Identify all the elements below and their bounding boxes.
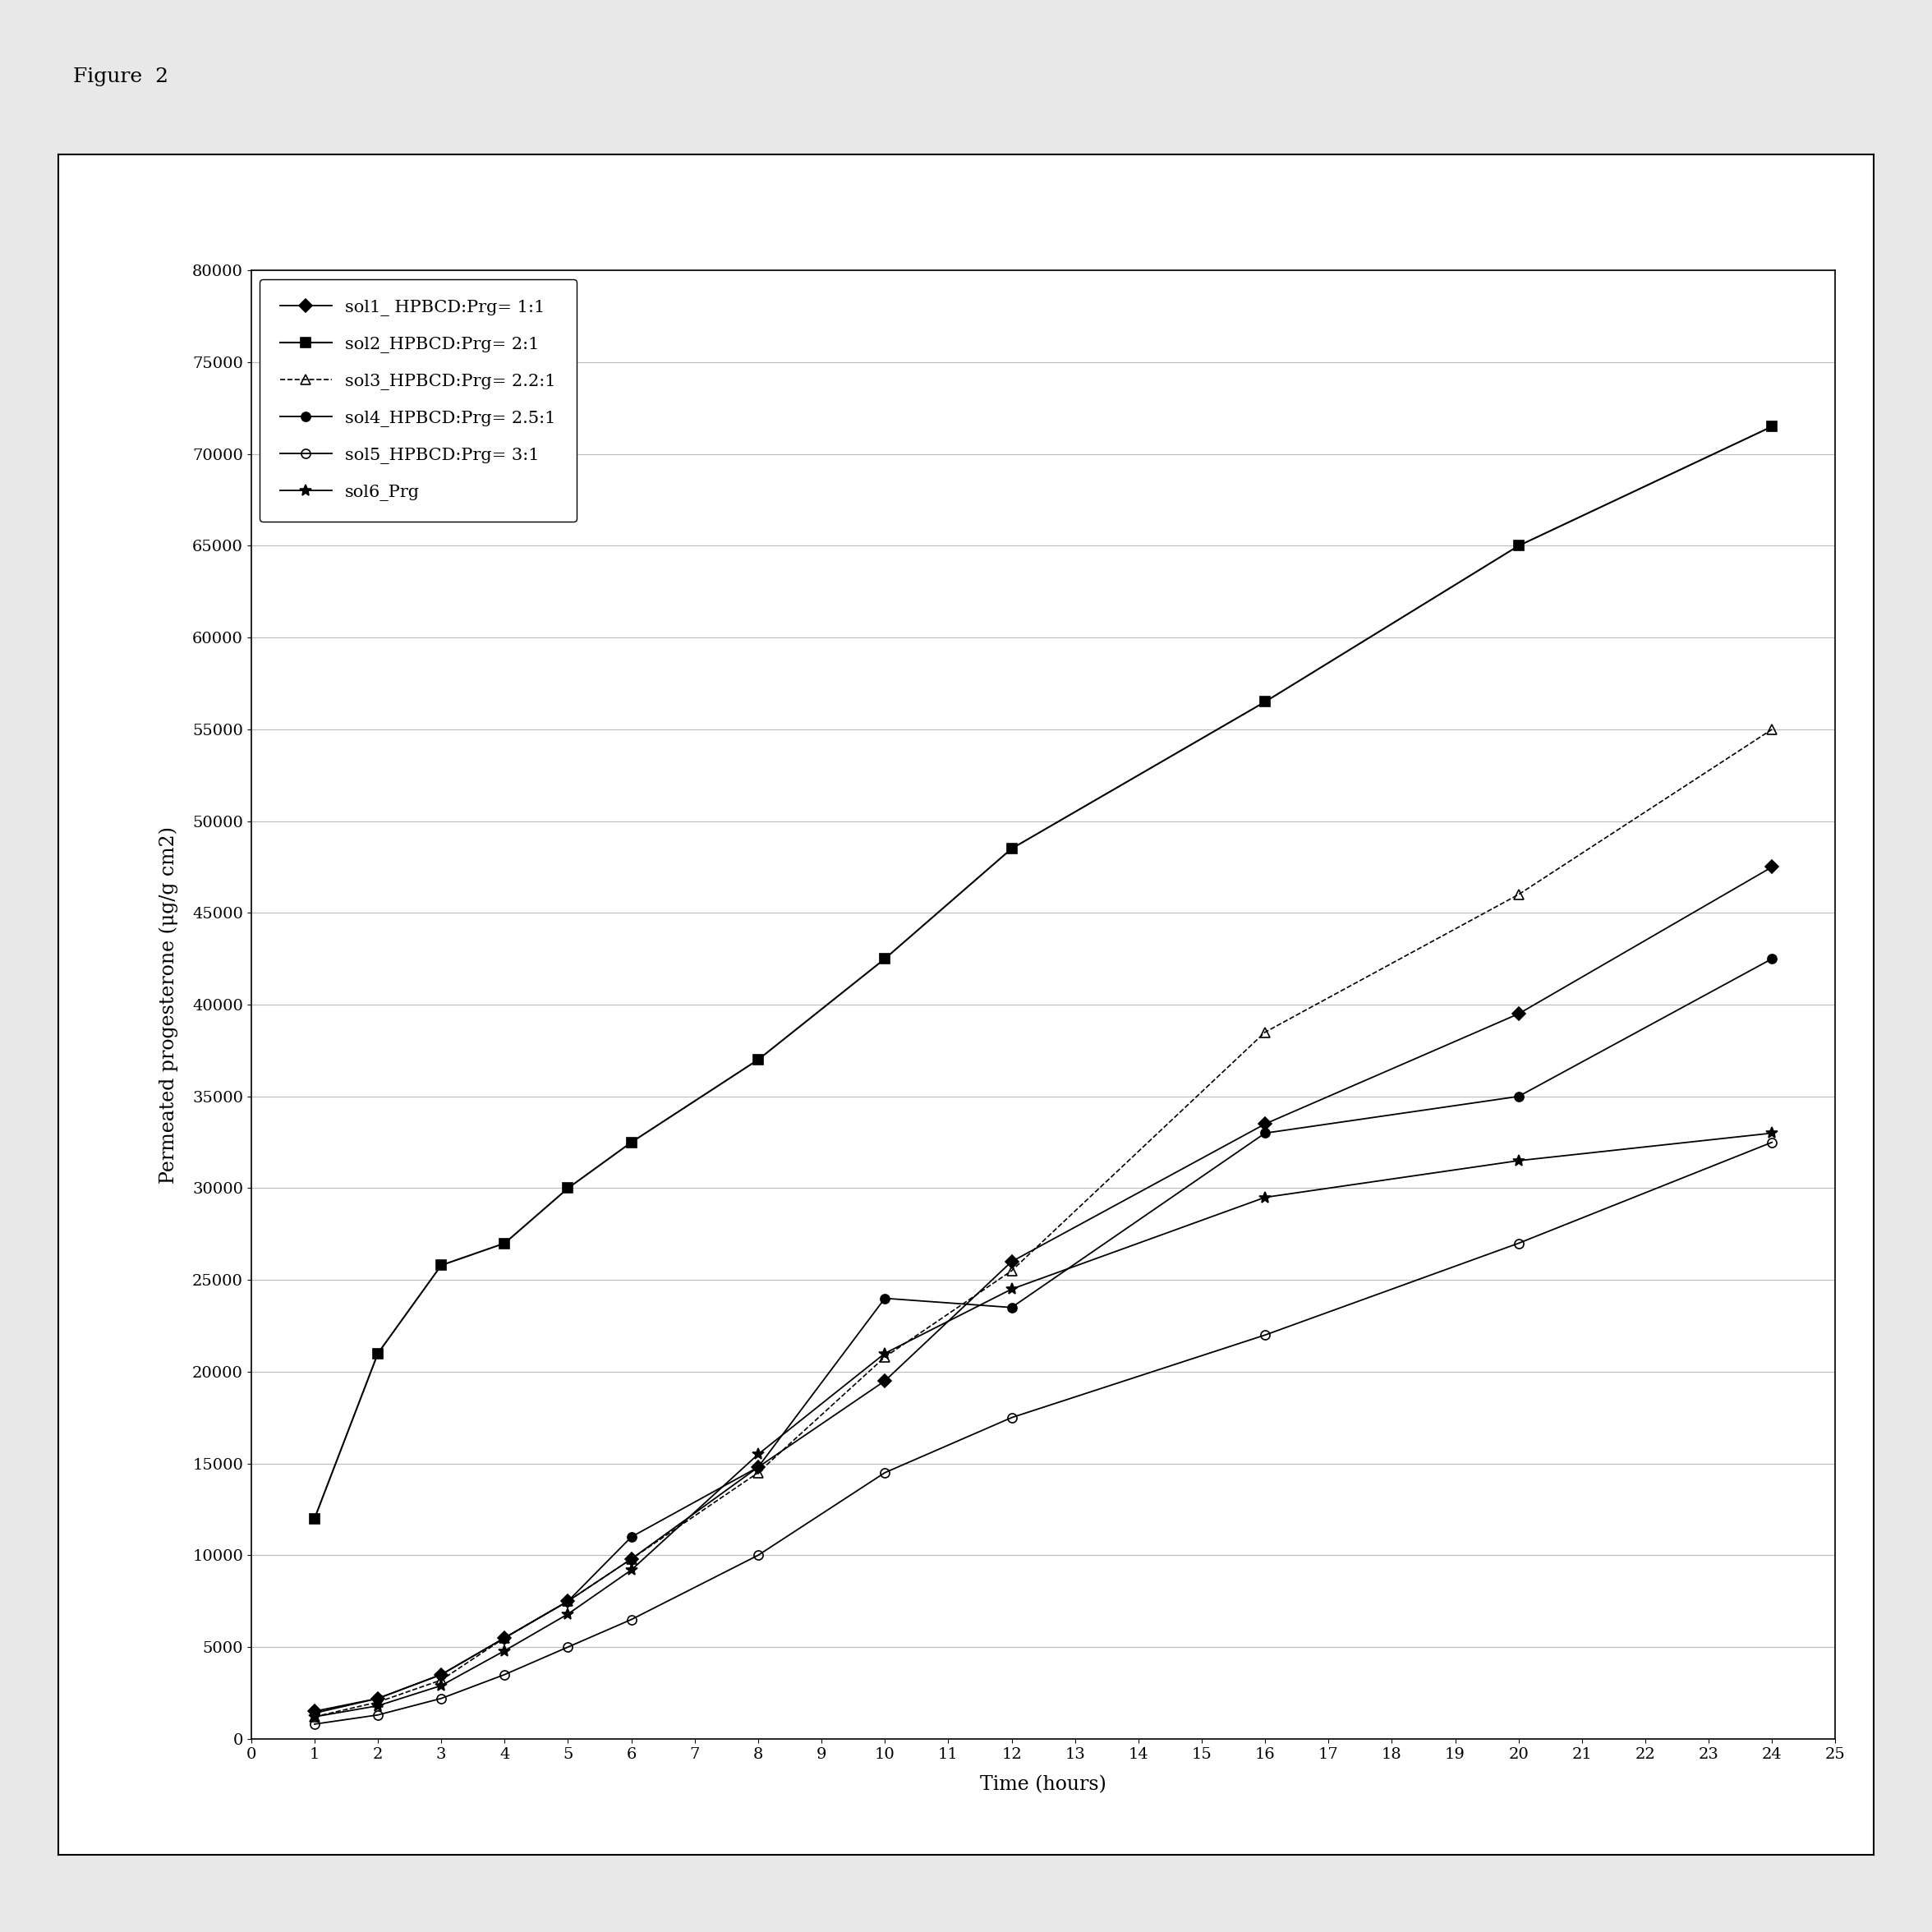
sol4_HPBCD:Prg= 2.5:1 [1507,1086,1530,1109]
sol1_ HPBCD:Prg= 1:1 [556,1590,580,1613]
sol5_HPBCD:Prg= 3:1 [873,1461,896,1484]
sol5_HPBCD:Prg= 3:1 [746,1544,769,1567]
sol6_Prg [746,1443,769,1466]
sol2_HPBCD:Prg= 2:1 [620,1130,643,1153]
sol5_HPBCD:Prg= 3:1 [556,1634,580,1658]
sol6_Prg [1254,1186,1277,1209]
Y-axis label: Permeated progesterone (μg/g cm2): Permeated progesterone (μg/g cm2) [158,827,178,1182]
Text: Figure  2: Figure 2 [73,68,168,87]
sol1_ HPBCD:Prg= 1:1 [367,1687,390,1710]
sol4_HPBCD:Prg= 2.5:1 [746,1455,769,1478]
sol2_HPBCD:Prg= 2:1 [367,1341,390,1364]
sol5_HPBCD:Prg= 3:1 [620,1607,643,1631]
sol4_HPBCD:Prg= 2.5:1 [493,1627,516,1650]
Line: sol3_HPBCD:Prg= 2.2:1: sol3_HPBCD:Prg= 2.2:1 [309,724,1777,1721]
sol5_HPBCD:Prg= 3:1 [367,1704,390,1727]
sol2_HPBCD:Prg= 2:1 [1254,690,1277,713]
sol5_HPBCD:Prg= 3:1 [493,1663,516,1687]
sol1_ HPBCD:Prg= 1:1 [1254,1113,1277,1136]
sol1_ HPBCD:Prg= 1:1 [873,1370,896,1393]
sol4_HPBCD:Prg= 2.5:1 [1760,947,1783,970]
sol5_HPBCD:Prg= 3:1 [1507,1233,1530,1256]
sol4_HPBCD:Prg= 2.5:1 [1001,1296,1024,1320]
sol4_HPBCD:Prg= 2.5:1 [1254,1121,1277,1144]
sol6_Prg [429,1673,452,1696]
sol3_HPBCD:Prg= 2.2:1 [367,1690,390,1714]
sol5_HPBCD:Prg= 3:1 [429,1687,452,1710]
Line: sol6_Prg: sol6_Prg [309,1128,1777,1723]
sol3_HPBCD:Prg= 2.2:1 [1254,1020,1277,1043]
sol5_HPBCD:Prg= 3:1 [1254,1323,1277,1347]
sol5_HPBCD:Prg= 3:1 [303,1712,327,1735]
sol4_HPBCD:Prg= 2.5:1 [429,1663,452,1687]
sol3_HPBCD:Prg= 2.2:1 [873,1345,896,1368]
sol2_HPBCD:Prg= 2:1 [556,1177,580,1200]
Line: sol4_HPBCD:Prg= 2.5:1: sol4_HPBCD:Prg= 2.5:1 [309,954,1777,1718]
sol1_ HPBCD:Prg= 1:1 [746,1455,769,1478]
sol1_ HPBCD:Prg= 1:1 [620,1548,643,1571]
sol4_HPBCD:Prg= 2.5:1 [873,1287,896,1310]
sol3_HPBCD:Prg= 2.2:1 [556,1590,580,1613]
sol1_ HPBCD:Prg= 1:1 [429,1663,452,1687]
sol2_HPBCD:Prg= 2:1 [1760,415,1783,439]
sol6_Prg [1507,1150,1530,1173]
Line: sol2_HPBCD:Prg= 2:1: sol2_HPBCD:Prg= 2:1 [309,421,1777,1522]
sol2_HPBCD:Prg= 2:1 [303,1507,327,1530]
Legend: sol1_ HPBCD:Prg= 1:1, sol2_HPBCD:Prg= 2:1, sol3_HPBCD:Prg= 2.2:1, sol4_HPBCD:Prg: sol1_ HPBCD:Prg= 1:1, sol2_HPBCD:Prg= 2:… [259,278,576,522]
sol2_HPBCD:Prg= 2:1 [746,1047,769,1070]
X-axis label: Time (hours): Time (hours) [980,1776,1107,1795]
Line: sol5_HPBCD:Prg= 3:1: sol5_HPBCD:Prg= 3:1 [309,1138,1777,1729]
sol2_HPBCD:Prg= 2:1 [873,947,896,970]
sol1_ HPBCD:Prg= 1:1 [1001,1250,1024,1273]
sol6_Prg [493,1638,516,1662]
sol1_ HPBCD:Prg= 1:1 [303,1700,327,1723]
sol3_HPBCD:Prg= 2.2:1 [1760,717,1783,740]
sol2_HPBCD:Prg= 2:1 [493,1233,516,1256]
sol5_HPBCD:Prg= 3:1 [1001,1406,1024,1430]
sol3_HPBCD:Prg= 2.2:1 [303,1706,327,1729]
sol4_HPBCD:Prg= 2.5:1 [556,1590,580,1613]
sol2_HPBCD:Prg= 2:1 [1001,837,1024,860]
sol2_HPBCD:Prg= 2:1 [1507,535,1530,558]
sol3_HPBCD:Prg= 2.2:1 [620,1548,643,1571]
sol3_HPBCD:Prg= 2.2:1 [493,1627,516,1650]
sol3_HPBCD:Prg= 2.2:1 [1507,883,1530,906]
sol1_ HPBCD:Prg= 1:1 [1760,856,1783,879]
sol3_HPBCD:Prg= 2.2:1 [1001,1260,1024,1283]
sol1_ HPBCD:Prg= 1:1 [1507,1003,1530,1026]
sol6_Prg [556,1602,580,1625]
sol6_Prg [620,1559,643,1582]
sol6_Prg [367,1694,390,1718]
sol4_HPBCD:Prg= 2.5:1 [303,1702,327,1725]
sol3_HPBCD:Prg= 2.2:1 [429,1669,452,1692]
sol1_ HPBCD:Prg= 1:1 [493,1627,516,1650]
sol5_HPBCD:Prg= 3:1 [1760,1130,1783,1153]
Line: sol1_ HPBCD:Prg= 1:1: sol1_ HPBCD:Prg= 1:1 [309,862,1777,1716]
sol4_HPBCD:Prg= 2.5:1 [620,1526,643,1549]
sol6_Prg [1001,1277,1024,1300]
sol6_Prg [303,1706,327,1729]
sol2_HPBCD:Prg= 2:1 [429,1254,452,1277]
sol3_HPBCD:Prg= 2.2:1 [746,1461,769,1484]
sol6_Prg [873,1341,896,1364]
sol4_HPBCD:Prg= 2.5:1 [367,1687,390,1710]
sol6_Prg [1760,1121,1783,1144]
